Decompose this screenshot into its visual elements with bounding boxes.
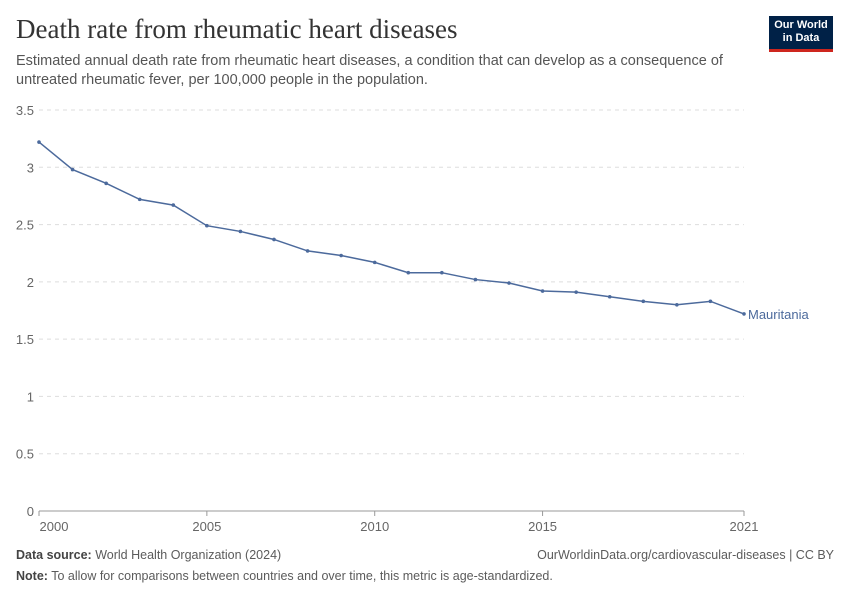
data-point	[372, 260, 377, 265]
data-point	[574, 290, 578, 294]
data-point	[406, 270, 411, 275]
chart-subtitle: Estimated annual death rate from rheumat…	[16, 53, 723, 88]
data-point	[540, 289, 545, 293]
data-point	[104, 181, 108, 186]
data-point	[37, 140, 41, 144]
y-tick-label: 3.5	[16, 103, 34, 118]
x-tick-label: 2010	[360, 519, 389, 534]
note: Note: To allow for comparisons between c…	[16, 569, 553, 583]
series-line	[38, 141, 745, 315]
y-tick-label: 0	[27, 504, 34, 519]
data-point	[708, 299, 713, 304]
owid-logo[interactable]: Our World in Data	[769, 16, 833, 52]
x-tick-label: 2005	[192, 519, 221, 534]
y-tick-label: 3	[27, 160, 34, 175]
x-tick-label: 2021	[730, 519, 759, 534]
y-tick-label: 1	[27, 389, 34, 404]
data-point	[607, 294, 612, 299]
note-text: To allow for comparisons between countri…	[51, 569, 553, 583]
y-tick-label: 2.5	[16, 218, 34, 233]
source-url[interactable]: OurWorldinData.org/cardiovascular-diseas…	[537, 548, 834, 562]
data-point	[171, 203, 176, 207]
data-point	[205, 223, 209, 228]
page-title: Death rate from rheumatic heart diseases	[16, 14, 458, 44]
data-point	[473, 277, 478, 282]
data-point	[507, 281, 511, 285]
data-point	[339, 253, 343, 258]
source-text: World Health Organization (2024)	[95, 548, 282, 562]
data-point	[70, 167, 75, 172]
data-point	[238, 229, 243, 234]
note-label: Note:	[16, 569, 48, 583]
y-tick-label: 0.5	[16, 447, 34, 462]
data-point	[440, 270, 444, 275]
y-tick-label: 2	[27, 275, 34, 290]
data-point	[742, 312, 746, 316]
data-point	[272, 237, 276, 242]
data-point	[641, 299, 646, 304]
data-point	[305, 249, 310, 253]
x-tick-label: 2000	[40, 519, 69, 534]
data-point	[137, 197, 142, 202]
x-tick-label: 2015	[528, 519, 557, 534]
data-point	[675, 302, 679, 307]
data-source: Data source: World Health Organization (…	[16, 548, 281, 562]
series-label: Mauritania	[748, 307, 809, 322]
y-tick-label: 1.5	[16, 332, 34, 347]
source-label: Data source:	[16, 548, 92, 562]
